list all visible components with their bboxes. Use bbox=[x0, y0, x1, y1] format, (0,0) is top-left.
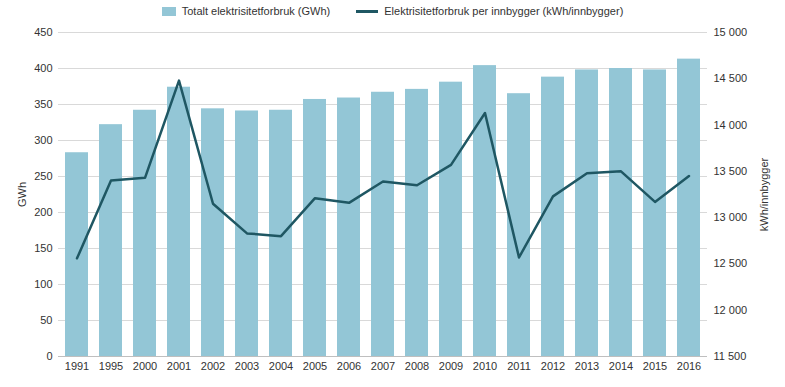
svg-text:2011: 2011 bbox=[507, 360, 531, 372]
svg-text:450: 450 bbox=[34, 26, 52, 38]
svg-text:GWh: GWh bbox=[16, 182, 28, 207]
svg-text:2007: 2007 bbox=[371, 360, 395, 372]
svg-text:0: 0 bbox=[46, 350, 52, 362]
svg-text:12 000: 12 000 bbox=[714, 304, 748, 316]
svg-text:150: 150 bbox=[34, 242, 52, 254]
svg-text:250: 250 bbox=[34, 170, 52, 182]
svg-text:1991: 1991 bbox=[65, 360, 89, 372]
html-text:Totalt elektrisitetforbruk (GW: Totalt elektrisitetforbruk (GWh) bbox=[181, 5, 331, 17]
svg-text:14 000: 14 000 bbox=[714, 119, 748, 131]
svg-text:2006: 2006 bbox=[337, 360, 361, 372]
svg-text:2003: 2003 bbox=[235, 360, 259, 372]
svg-text:2012: 2012 bbox=[541, 360, 565, 372]
html-text:Elektrisitetforbruk per innbyg: Elektrisitetforbruk per innbygger (kWh/i… bbox=[384, 5, 624, 17]
svg-text:2013: 2013 bbox=[575, 360, 599, 372]
svg-text:11 500: 11 500 bbox=[714, 350, 747, 362]
svg-text:2009: 2009 bbox=[439, 360, 463, 372]
svg-text:300: 300 bbox=[34, 134, 52, 146]
svg-text:13 500: 13 500 bbox=[714, 165, 748, 177]
svg-text:15 000: 15 000 bbox=[714, 26, 748, 38]
svg-text:50: 50 bbox=[40, 314, 52, 326]
svg-text:2005: 2005 bbox=[303, 360, 327, 372]
svg-text:2004: 2004 bbox=[269, 360, 293, 372]
svg-text:2016: 2016 bbox=[677, 360, 701, 372]
svg-text:12 500: 12 500 bbox=[714, 257, 748, 269]
svg-text:2010: 2010 bbox=[473, 360, 497, 372]
svg-text:kWh/innbygger: kWh/innbygger bbox=[758, 157, 770, 231]
svg-text:200: 200 bbox=[34, 206, 52, 218]
svg-text:2014: 2014 bbox=[609, 360, 633, 372]
svg-text:2008: 2008 bbox=[405, 360, 429, 372]
svg-text:2001: 2001 bbox=[167, 360, 191, 372]
svg-text:14 500: 14 500 bbox=[714, 72, 748, 84]
svg-text:350: 350 bbox=[34, 98, 52, 110]
svg-text:100: 100 bbox=[34, 278, 52, 290]
svg-text:400: 400 bbox=[34, 62, 52, 74]
svg-text:2000: 2000 bbox=[133, 360, 157, 372]
svg-text:2015: 2015 bbox=[643, 360, 667, 372]
svg-text:13 000: 13 000 bbox=[714, 211, 748, 223]
svg-text:1995: 1995 bbox=[99, 360, 123, 372]
svg-text:2002: 2002 bbox=[201, 360, 225, 372]
